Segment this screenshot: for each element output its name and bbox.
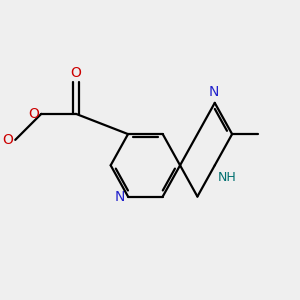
Text: O: O bbox=[70, 66, 81, 80]
Text: O: O bbox=[2, 133, 13, 147]
Text: NH: NH bbox=[218, 171, 236, 184]
Text: N: N bbox=[208, 85, 218, 99]
Text: O: O bbox=[28, 107, 39, 121]
Text: N: N bbox=[114, 190, 124, 204]
